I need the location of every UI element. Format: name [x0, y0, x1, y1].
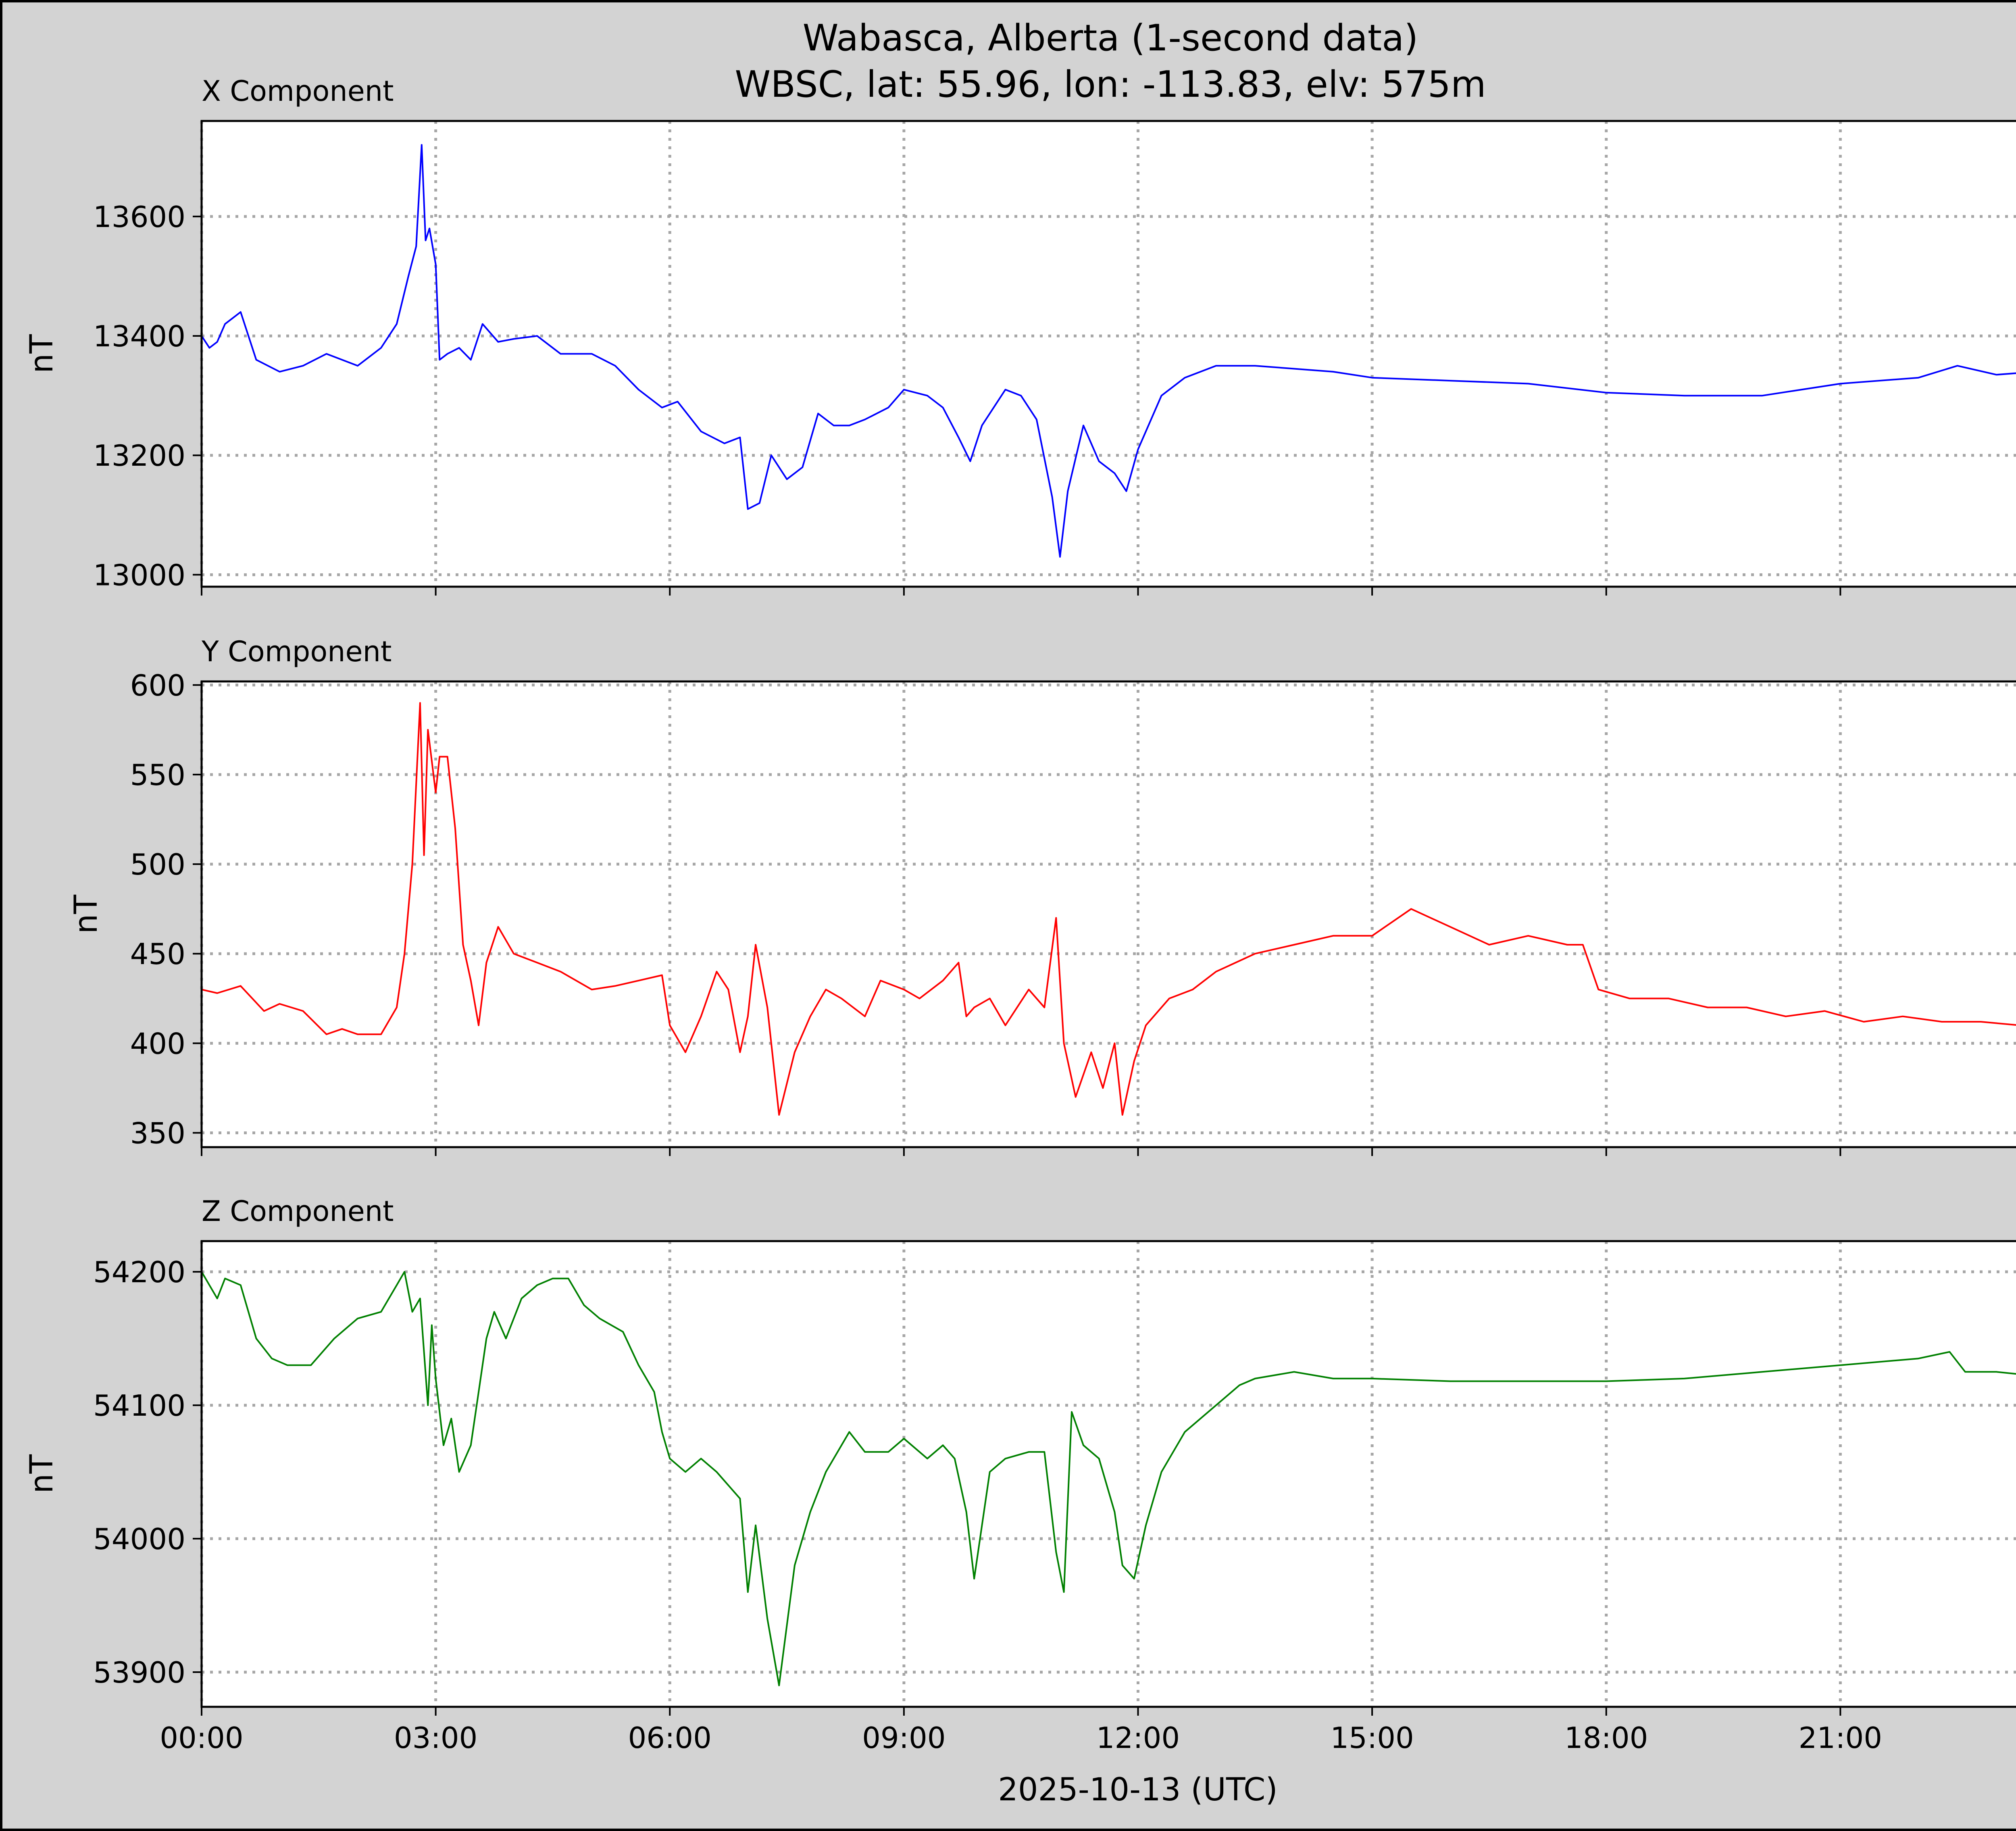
chart-panels: 13000 13200 13400 13600 X Component nT 350 400 4… [24, 75, 2016, 1755]
panel-title: Z Component [202, 1195, 394, 1228]
series-line-x [201, 144, 2016, 558]
plot-area [202, 1241, 2016, 1707]
panel-title: Y Component [201, 635, 392, 668]
x-tick-label: 18:00 [1564, 1721, 1648, 1755]
y-axis-label: nT [24, 334, 60, 373]
y-axis-label: nT [68, 895, 104, 934]
y-tick-label: 350 [130, 1116, 185, 1150]
y-axis-label: nT [24, 1454, 60, 1494]
y-tick-label: 450 [130, 937, 185, 971]
y-tick-label: 13400 [93, 319, 185, 353]
x-axis-label: 2025-10-13 (UTC) [998, 1772, 1278, 1808]
y-tick-label: 400 [130, 1027, 185, 1060]
panel-title: X Component [202, 75, 394, 108]
x-tick-label: 06:00 [628, 1721, 712, 1755]
x-tick-label: 03:00 [394, 1721, 478, 1755]
figure-title-line2: WBSC, lat: 55.96, lon: -113.83, elv: 575… [735, 63, 1486, 106]
y-tick-label: 53900 [93, 1656, 185, 1689]
panel-z-component: 53900 54000 54100 54200 00:00 03:00 06:00 09:00… [24, 1195, 2016, 1755]
y-tick-label: 13600 [93, 200, 185, 234]
x-tick-label: 15:00 [1330, 1721, 1414, 1755]
x-tick-label: 12:00 [1096, 1721, 1180, 1755]
y-tick-label: 500 [130, 848, 185, 881]
plot-area [202, 681, 2016, 1147]
y-tick-label: 13000 [93, 558, 185, 592]
x-tick-label: 21:00 [1799, 1721, 1883, 1755]
y-tick-label: 54000 [93, 1522, 185, 1556]
x-tick-label: 00:00 [160, 1721, 244, 1755]
panel-x-component: 13000 13200 13400 13600 X Component nT [24, 75, 2016, 596]
y-tick-label: 13200 [93, 439, 185, 473]
series-line-z [201, 1271, 2016, 1686]
y-tick-label: 550 [130, 758, 185, 792]
plot-area [202, 121, 2016, 587]
x-tick-label: 09:00 [862, 1721, 946, 1755]
y-tick-label: 54100 [93, 1389, 185, 1423]
series-line-y [201, 702, 2016, 1116]
figure-title-line1: Wabasca, Alberta (1-second data) [803, 17, 1418, 59]
y-tick-label: 600 [130, 669, 185, 702]
panel-y-component: 350 400 450 500 550 600 Y Component nT [68, 635, 2016, 1156]
y-tick-label: 54200 [93, 1255, 185, 1289]
